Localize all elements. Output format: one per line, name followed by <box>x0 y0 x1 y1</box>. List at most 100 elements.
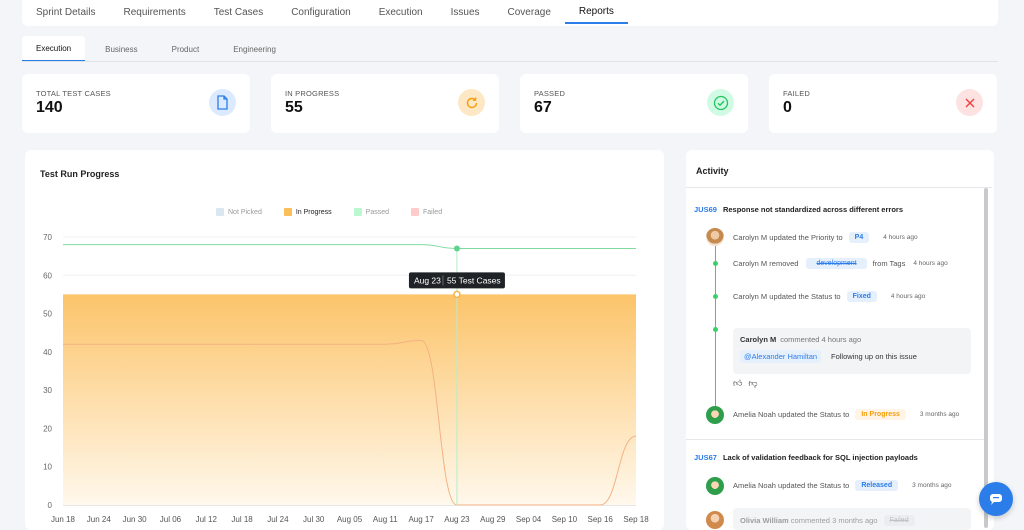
status-chip: Released <box>855 480 899 491</box>
tab-issues[interactable]: Issues <box>450 6 480 18</box>
comment-text: Following up on this issue <box>831 352 917 361</box>
activity-entry: Amelia Noah updated the Status to In Prog… <box>733 409 959 420</box>
tab-reports[interactable]: Reports <box>564 0 628 24</box>
in-progress-point <box>453 290 461 299</box>
y-tick-label: 30 <box>43 386 52 395</box>
subtab-execution[interactable]: Execution <box>22 36 86 62</box>
chat-icon <box>990 494 1002 505</box>
card-value: 140 <box>36 99 63 116</box>
mention-tag[interactable]: @Alexander Hamiltan <box>740 350 822 363</box>
legend-label: Failed <box>423 208 443 216</box>
close-icon <box>956 89 983 116</box>
status-chip: Failed <box>883 515 915 526</box>
tab-requirements[interactable]: Requirements <box>123 6 186 18</box>
subtab-engineering[interactable]: Engineering <box>233 44 276 54</box>
tab-sprint-details[interactable]: Sprint Details <box>36 6 96 18</box>
entry-action: updated the Status to <box>769 292 841 301</box>
legend-not-picked[interactable]: Not Picked <box>216 208 262 216</box>
activity-entry: Carolyn M updated the Status to Fixed 4 ho… <box>733 291 925 302</box>
entry-action: removed <box>769 259 799 268</box>
activity-panel: Activity JUS69 Response not standardized … <box>686 150 994 530</box>
tooltip-box <box>408 272 505 289</box>
issue-key[interactable]: JUS67 <box>694 453 717 462</box>
entry-user: Carolyn M <box>733 292 768 301</box>
tooltip-value: 55 Test Cases <box>447 275 501 285</box>
chat-button[interactable] <box>979 482 1013 516</box>
legend-swatch <box>283 208 292 216</box>
legend-swatch <box>216 208 224 216</box>
legend-label: Passed <box>365 208 390 216</box>
tooltip-date: Aug 23 <box>414 275 441 285</box>
entry-time: 4 hours ago <box>883 234 918 241</box>
in-progress-area <box>63 294 636 505</box>
x-tick-label: Jul 24 <box>267 515 289 524</box>
tab-execution[interactable]: Execution <box>378 6 423 18</box>
priority-chip: P4 <box>848 232 870 243</box>
entry-after: from Tags <box>872 259 906 268</box>
timeline-dot <box>713 261 718 266</box>
chart-title: Test Run Progress <box>40 169 120 179</box>
x-tick-label: Jul 18 <box>231 515 253 524</box>
y-tick-label: 0 <box>48 501 53 510</box>
activity-issue-jus67[interactable]: JUS67 Lack of validation feedback for SQL… <box>694 453 918 462</box>
activity-scrollbar[interactable] <box>984 188 988 528</box>
legend-failed[interactable]: Failed <box>411 208 442 216</box>
x-tick-label: Jul 06 <box>160 515 182 524</box>
x-tick-label: Aug 23 <box>444 515 470 524</box>
entry-user: Carolyn M <box>733 233 768 242</box>
avatar <box>706 228 724 246</box>
x-tick-label: Jun 24 <box>87 515 112 524</box>
y-tick-label: 50 <box>43 310 52 319</box>
thumbs-up-icon[interactable]: 👍︎ <box>733 378 743 388</box>
entry-user: Amelia Noah <box>733 481 776 490</box>
entry-user: Carolyn M <box>733 259 768 268</box>
tab-test-cases[interactable]: Test Cases <box>213 6 264 18</box>
x-tick-label: Sep 04 <box>516 515 542 524</box>
issue-title: Lack of validation feedback for SQL inje… <box>722 453 918 462</box>
subtab-product[interactable]: Product <box>171 44 200 54</box>
subtabs-divider <box>22 61 998 62</box>
not-picked-line <box>63 339 637 506</box>
x-tick-label: Jun 18 <box>51 515 76 524</box>
top-navigation: Sprint Details Requirements Test Cases C… <box>22 0 998 26</box>
issue-key[interactable]: JUS69 <box>694 205 717 214</box>
card-value: 55 <box>285 99 303 116</box>
legend-passed[interactable]: Passed <box>353 208 390 216</box>
entry-time: 4 hours ago <box>913 260 948 267</box>
report-subtabs: Execution Business Product Engineering <box>22 36 296 62</box>
entry-action: updated the Status to <box>778 410 850 419</box>
activity-title: Activity <box>696 166 729 176</box>
comment-reactions: 👍︎ 👎︎ <box>733 378 758 389</box>
entry-time: 3 months ago <box>919 411 960 418</box>
x-tick-label: Aug 05 <box>337 515 363 524</box>
card-passed: PASSED 67 <box>520 74 748 133</box>
entry-user: Amelia Noah <box>733 410 776 419</box>
y-tick-label: 60 <box>43 271 52 280</box>
y-tick-label: 70 <box>43 233 52 242</box>
tab-configuration[interactable]: Configuration <box>291 6 351 18</box>
avatar <box>706 511 724 529</box>
activity-issue-jus69[interactable]: JUS69 Response not standardized across di… <box>694 205 903 214</box>
entry-time: 4 hours ago <box>890 293 926 300</box>
thumbs-down-icon[interactable]: 👎︎ <box>748 378 758 388</box>
comment-meta: commented 4 hours ago <box>780 335 862 344</box>
entry-time: 3 months ago <box>912 482 952 489</box>
card-value: 67 <box>534 99 552 116</box>
card-label: FAILED <box>783 89 811 98</box>
activity-entry: Amelia Noah updated the Status to Release… <box>733 480 952 491</box>
x-tick-label: Aug 17 <box>408 515 434 524</box>
timeline-dot <box>713 294 718 299</box>
card-label: IN PROGRESS <box>285 89 340 98</box>
card-total-test-cases: TOTAL TEST CASES 140 <box>22 74 250 133</box>
x-tick-label: Aug 29 <box>480 515 506 524</box>
entry-action: updated the Priority to <box>769 233 843 242</box>
subtab-business[interactable]: Business <box>105 44 138 54</box>
timeline-dot <box>713 327 718 332</box>
activity-entry: Carolyn M updated the Priority to P4 4 hou… <box>733 232 918 243</box>
chart-legend: Not Picked In Progress Passed Failed <box>216 208 442 216</box>
tab-coverage[interactable]: Coverage <box>507 6 551 18</box>
legend-in-progress[interactable]: In Progress <box>283 208 332 216</box>
x-tick-label: Sep 18 <box>623 515 649 524</box>
y-tick-label: 20 <box>43 424 52 433</box>
